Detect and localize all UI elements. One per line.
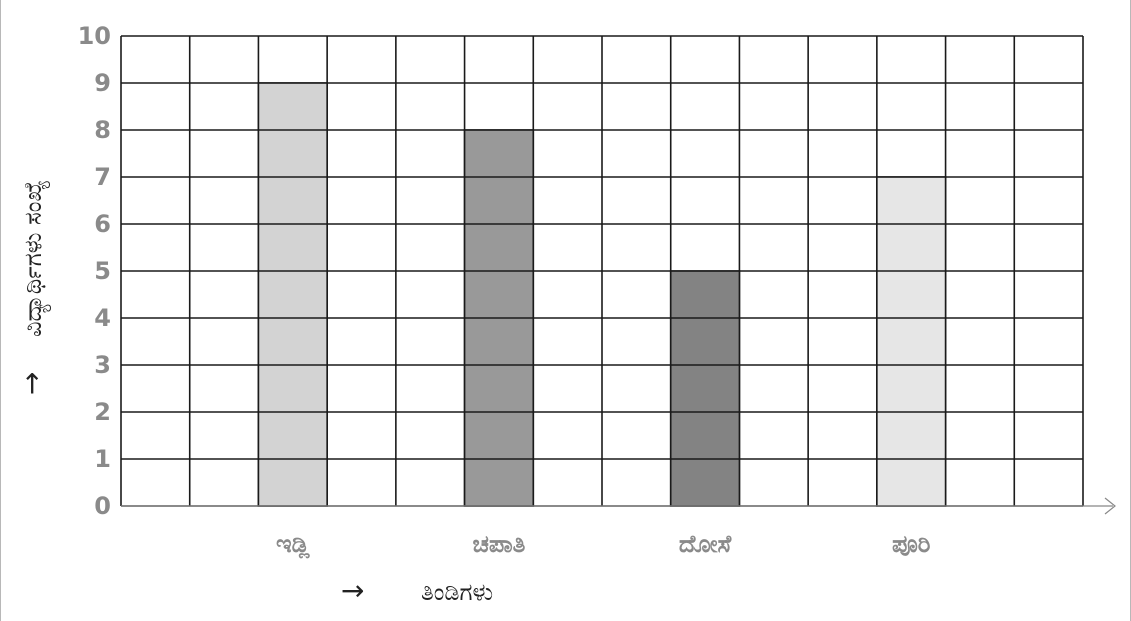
y-tick-label: 1 xyxy=(94,445,111,473)
axes xyxy=(121,497,1116,515)
y-label-arrow: → xyxy=(15,372,48,395)
y-axis-title: ವಿದ್ಯಾರ್ಥಿಗಳು ಸಂಖ್ಯೆ xyxy=(19,180,51,337)
y-axis-title-group: → ವಿದ್ಯಾರ್ಥಿಗಳು ಸಂಖ್ಯೆ xyxy=(15,180,51,395)
y-tick-label: 7 xyxy=(94,163,111,191)
x-category-label: ದೋಸೆ xyxy=(679,530,732,558)
y-tick-label: 2 xyxy=(94,398,111,426)
x-axis-title: ತಿಂಡಿಗಳು xyxy=(421,578,493,606)
y-tick-label: 6 xyxy=(94,210,111,238)
x-category-labels: ಇಡ್ಲಿ ಚಪಾತಿ ದೋಸೆ ಪೂರಿ xyxy=(276,530,931,559)
bar xyxy=(876,176,947,507)
x-category-label: ಇಡ್ಲಿ xyxy=(276,530,311,559)
x-axis-arrowhead xyxy=(1104,497,1116,515)
x-category-label: ಪೂರಿ xyxy=(892,530,931,558)
x-category-label: ಚಪಾತಿ xyxy=(472,530,525,558)
bar-cell-dividers xyxy=(258,129,946,460)
x-label-arrow: → xyxy=(341,574,364,607)
y-tick-label: 0 xyxy=(94,492,111,520)
bar xyxy=(257,82,328,507)
y-tick-label: 3 xyxy=(94,351,111,379)
bar xyxy=(669,270,741,507)
y-tick-label: 5 xyxy=(94,257,111,285)
y-tick-label: 4 xyxy=(94,304,111,332)
y-tick-label: 10 xyxy=(78,22,111,50)
y-tick-labels: 0 1 2 3 4 5 6 7 8 9 10 xyxy=(78,22,111,520)
y-tick-label: 9 xyxy=(94,69,111,97)
y-tick-label: 8 xyxy=(94,116,111,144)
